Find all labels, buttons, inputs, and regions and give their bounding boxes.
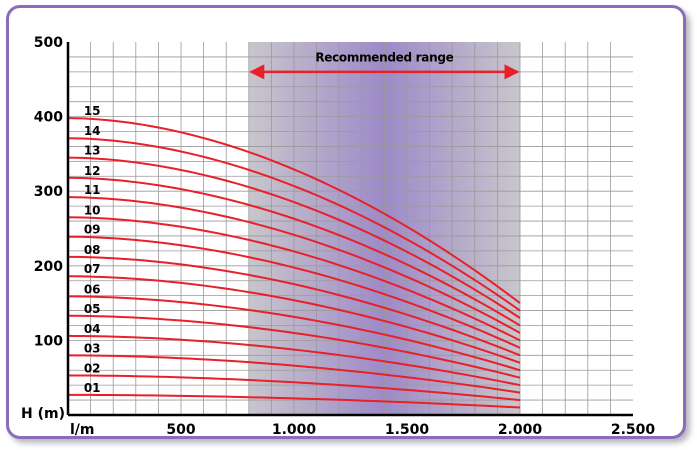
curve-12: [67, 176, 521, 327]
curve-09: [67, 235, 521, 349]
curve-labels: 01 02 03 04 05 06 07 08 09 10 11 12 13 14 15: [84, 104, 101, 395]
curve-01: [68, 393, 521, 409]
pump-curve-chart: Recommended range 01 02 03 04 05 06 07 08 09 10 11…: [21, 35, 656, 436]
pump-curves: [67, 117, 521, 409]
curve-05: [67, 314, 521, 379]
curve-15: [67, 117, 521, 304]
curve-label-05: 05: [84, 302, 101, 316]
curve-label-04: 04: [84, 322, 101, 336]
curve-label-09: 09: [84, 223, 101, 237]
tick-labels: 100 200 300 400 500 500 1.000 1.500 2.000 2.500: [34, 35, 656, 436]
curve-11: [67, 196, 521, 334]
curve-label-01: 01: [84, 381, 101, 395]
curve-03: [67, 354, 521, 394]
curve-label-14: 14: [84, 124, 101, 138]
x-tick-label: 1.000: [272, 422, 317, 436]
curve-label-13: 13: [84, 144, 101, 158]
curve-label-08: 08: [84, 243, 101, 257]
x-tick-label: 1.500: [385, 422, 430, 436]
curve-label-06: 06: [84, 282, 101, 296]
x-tick-label: 500: [166, 422, 195, 436]
y-tick-label: 300: [34, 184, 63, 200]
x-axis-label: l/m: [70, 422, 95, 436]
curve-label-11: 11: [84, 183, 101, 197]
curve-14: [67, 137, 521, 312]
curve-13: [67, 156, 521, 319]
y-tick-label: 400: [34, 110, 63, 126]
curve-label-03: 03: [84, 341, 101, 355]
curve-10: [67, 216, 521, 342]
curve-label-10: 10: [84, 203, 101, 217]
curve-label-07: 07: [84, 262, 101, 276]
curve-04: [67, 334, 521, 387]
curve-08: [67, 255, 521, 357]
chart-frame: Recommended range 01 02 03 04 05 06 07 08 09 10 11…: [6, 5, 686, 439]
curve-02: [67, 374, 521, 402]
axes: [66, 42, 633, 417]
y-tick-label: 200: [34, 259, 63, 275]
recommended-range-label: Recommended range: [315, 50, 453, 64]
curve-label-02: 02: [84, 361, 101, 375]
curve-label-15: 15: [84, 104, 101, 118]
curve-label-12: 12: [84, 164, 101, 178]
y-tick-label: 500: [34, 35, 63, 51]
y-axis-label: H (m): [21, 406, 65, 422]
x-tick-label: 2.500: [611, 422, 656, 436]
x-tick-label: 2.000: [498, 422, 543, 436]
curve-06: [67, 295, 521, 372]
curve-07: [67, 275, 521, 364]
y-tick-label: 100: [34, 333, 63, 349]
